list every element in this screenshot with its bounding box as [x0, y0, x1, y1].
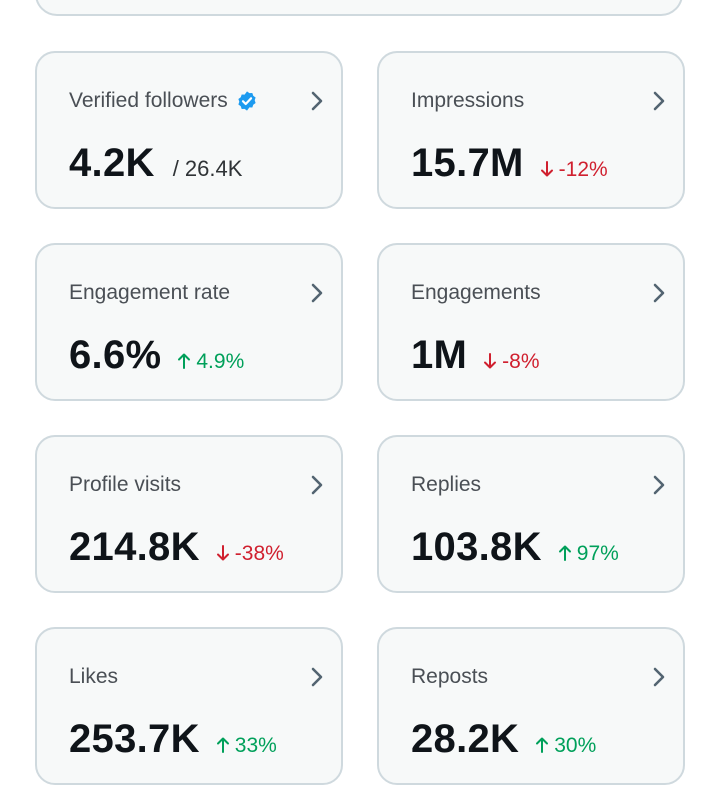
- metric-title: Engagements: [411, 281, 541, 304]
- metric-value-row: 214.8K -38%: [69, 524, 284, 570]
- metrics-grid: Verified followers 4.2K / 26.4K Impressi…: [35, 51, 685, 785]
- metric-title-row: Reposts: [411, 664, 488, 690]
- metric-title-row: Replies: [411, 472, 481, 498]
- metric-title: Reposts: [411, 665, 489, 688]
- metric-title-row: Verified followers: [69, 88, 258, 114]
- arrow-down-icon: [540, 161, 553, 177]
- metric-value: 4.2K: [69, 141, 155, 185]
- metric-value: 103.8K: [411, 525, 542, 569]
- chevron-right-icon[interactable]: [307, 665, 327, 689]
- metric-change-value: 30%: [554, 734, 597, 757]
- metric-change: 30%: [535, 734, 596, 758]
- arrow-up-icon: [558, 545, 571, 561]
- metric-change-value: 97%: [576, 542, 619, 565]
- chevron-right-icon[interactable]: [649, 473, 669, 497]
- metric-value-row: 103.8K 97%: [411, 524, 619, 570]
- chevron-right-icon[interactable]: [307, 89, 327, 113]
- metric-value: 214.8K: [69, 525, 200, 569]
- metric-change: 4.9%: [177, 350, 244, 374]
- arrow-down-icon: [216, 545, 229, 561]
- metric-change: 97%: [558, 542, 619, 566]
- metric-title: Engagement rate: [69, 281, 231, 304]
- arrow-up-icon: [178, 353, 191, 369]
- metric-title: Profile visits: [69, 473, 182, 496]
- metric-change-value: -12%: [558, 158, 608, 181]
- metric-value: 28.2K: [411, 717, 520, 761]
- metric-card-engagements[interactable]: Engagements 1M -8%: [377, 243, 685, 401]
- metric-title-row: Impressions: [411, 88, 524, 114]
- metric-card-engagement-rate[interactable]: Engagement rate 6.6% 4.9%: [35, 243, 343, 401]
- metric-value-row: 1M -8%: [411, 332, 540, 378]
- metric-value: 253.7K: [69, 717, 200, 761]
- metric-change: -12%: [540, 158, 608, 182]
- arrow-down-icon: [484, 353, 497, 369]
- previous-metric-card[interactable]: [35, 0, 683, 16]
- metric-value-row: 4.2K / 26.4K: [69, 140, 242, 186]
- metric-title: Impressions: [411, 89, 525, 112]
- metric-value-row: 28.2K 30%: [411, 716, 596, 762]
- metric-title: Likes: [69, 665, 119, 688]
- metric-card-reposts[interactable]: Reposts 28.2K 30%: [377, 627, 685, 785]
- metric-change-value: 4.9%: [196, 350, 245, 373]
- metric-change-value: 33%: [234, 734, 277, 757]
- verified-badge-icon: [238, 91, 256, 111]
- metric-change: -8%: [483, 350, 540, 374]
- metric-change-value: -8%: [502, 350, 540, 373]
- metric-card-replies[interactable]: Replies 103.8K 97%: [377, 435, 685, 593]
- metric-value-row: 253.7K 33%: [69, 716, 277, 762]
- metric-change: -38%: [216, 542, 284, 566]
- arrow-up-icon: [536, 737, 549, 753]
- metric-value-row: 6.6% 4.9%: [69, 332, 244, 378]
- metric-value: 1M: [411, 333, 468, 377]
- metric-title-row: Engagements: [411, 280, 541, 306]
- chevron-right-icon[interactable]: [307, 281, 327, 305]
- metric-title-row: Likes: [69, 664, 118, 690]
- metric-title: Verified followers: [69, 89, 228, 112]
- chevron-right-icon[interactable]: [307, 473, 327, 497]
- metric-change-value: -38%: [234, 542, 284, 565]
- chevron-right-icon[interactable]: [649, 281, 669, 305]
- metric-card-impressions[interactable]: Impressions 15.7M -12%: [377, 51, 685, 209]
- chevron-right-icon[interactable]: [649, 89, 669, 113]
- chevron-right-icon[interactable]: [649, 665, 669, 689]
- metric-value: 15.7M: [411, 141, 524, 185]
- metric-value-row: 15.7M -12%: [411, 140, 608, 186]
- metric-card-profile-visits[interactable]: Profile visits 214.8K -38%: [35, 435, 343, 593]
- metric-change: 33%: [216, 734, 277, 758]
- metric-title: Replies: [411, 473, 482, 496]
- metric-title-row: Engagement rate: [69, 280, 230, 306]
- metric-value: 6.6%: [69, 333, 162, 377]
- arrow-up-icon: [216, 737, 229, 753]
- metric-title-row: Profile visits: [69, 472, 181, 498]
- metric-card-verified-followers[interactable]: Verified followers 4.2K / 26.4K: [35, 51, 343, 209]
- metric-card-likes[interactable]: Likes 253.7K 33%: [35, 627, 343, 785]
- metric-total: / 26.4K: [172, 156, 243, 181]
